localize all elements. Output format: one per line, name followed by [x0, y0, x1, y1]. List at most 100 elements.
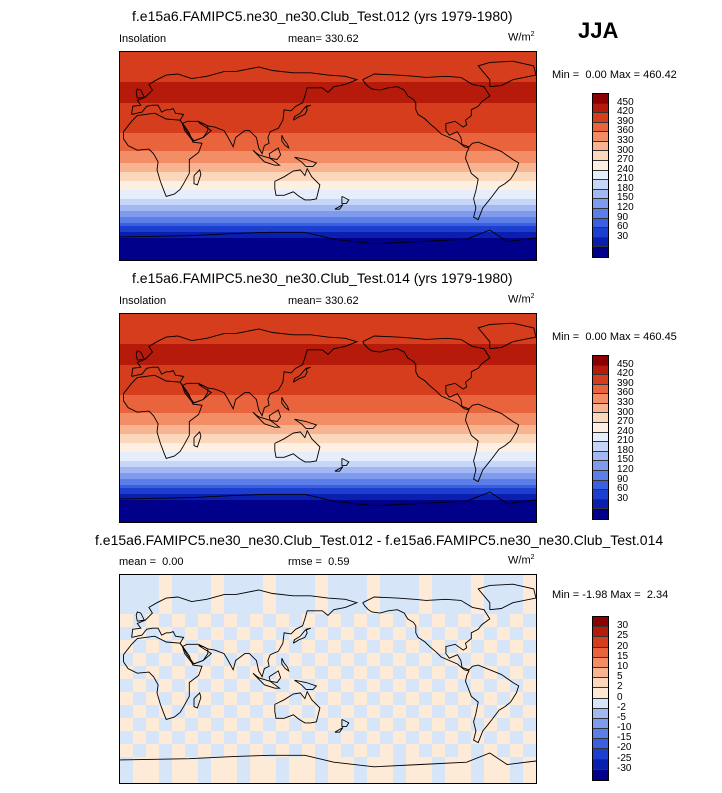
- insolation-band: [120, 416, 536, 420]
- diff-cell: [393, 614, 406, 627]
- insolation-band: [120, 350, 536, 354]
- diff-cell: [328, 575, 341, 588]
- diff-cell: [302, 679, 315, 692]
- diff-cell: [237, 770, 250, 783]
- insolation-band: [120, 142, 536, 146]
- panel-3-min-max: Min = -1.98 Max = 2.34: [552, 589, 669, 601]
- diff-cell: [172, 731, 185, 744]
- diff-cell: [445, 744, 458, 757]
- insolation-band: [120, 407, 536, 411]
- insolation-band: [120, 217, 536, 221]
- insolation-band: [120, 121, 536, 125]
- panel-2-mean: mean= 330.62: [288, 295, 359, 307]
- insolation-band: [120, 377, 536, 381]
- diff-cell: [341, 640, 354, 653]
- panel-1-min-max: Min = 0.00 Max = 460.42: [552, 69, 677, 81]
- diff-cell: [406, 705, 419, 718]
- diff-cell: [380, 705, 393, 718]
- insolation-band: [120, 52, 536, 56]
- diff-cell: [237, 718, 250, 731]
- diff-cell: [250, 653, 263, 666]
- insolation-band: [120, 491, 536, 495]
- insolation-band: [120, 58, 536, 62]
- panel-2-units: W/m2: [508, 293, 535, 306]
- diff-cell: [276, 757, 289, 770]
- panel-2-title: f.e15a6.FAMIPC5.ne30_ne30.Club_Test.014 …: [132, 270, 513, 286]
- diff-cell: [302, 588, 315, 601]
- insolation-band: [120, 515, 536, 519]
- diff-cell: [523, 718, 536, 731]
- diff-cell: [471, 666, 484, 679]
- insolation-band: [120, 202, 536, 206]
- colorbar-tick-label: 30: [617, 230, 629, 242]
- colorbar-tick-label: 60: [617, 483, 629, 495]
- diff-cell: [120, 575, 133, 588]
- insolation-band: [120, 61, 536, 65]
- diff-cell: [432, 588, 445, 601]
- insolation-band: [120, 115, 536, 119]
- colorbar-tick-label: -20: [617, 742, 632, 754]
- insolation-band: [120, 229, 536, 233]
- diff-cell: [510, 601, 523, 614]
- colorbar-tick-label: 210: [617, 435, 634, 447]
- diff-cell: [133, 744, 146, 757]
- insolation-band: [120, 362, 536, 366]
- insolation-band: [120, 509, 536, 513]
- insolation-band: [120, 85, 536, 89]
- insolation-band: [120, 136, 536, 140]
- insolation-band: [120, 392, 536, 396]
- insolation-band: [120, 139, 536, 143]
- diff-cell: [211, 692, 224, 705]
- colorbar-tick-label: 30: [617, 620, 629, 632]
- diff-cell: [159, 666, 172, 679]
- diff-cell: [523, 640, 536, 653]
- diff-cell: [432, 731, 445, 744]
- diff-cell: [471, 640, 484, 653]
- diff-cell: [120, 731, 133, 744]
- diff-cell: [120, 627, 133, 640]
- insolation-band: [120, 223, 536, 227]
- diff-cell: [198, 679, 211, 692]
- diff-cell: [315, 770, 328, 783]
- diff-cell: [367, 666, 380, 679]
- coastline: [294, 156, 318, 167]
- coastline: [181, 120, 209, 142]
- diff-cell: [315, 692, 328, 705]
- insolation-band: [120, 169, 536, 173]
- diff-cell: [224, 731, 237, 744]
- insolation-band: [120, 482, 536, 486]
- insolation-band: [120, 512, 536, 516]
- diff-cell: [263, 718, 276, 731]
- diff-cell: [497, 588, 510, 601]
- insolation-band: [120, 446, 536, 450]
- insolation-band: [120, 473, 536, 477]
- insolation-band: [120, 404, 536, 408]
- coastline: [281, 396, 290, 411]
- coastline: [252, 411, 281, 428]
- insolation-band: [120, 452, 536, 456]
- diff-cell: [263, 640, 276, 653]
- panel-2-min-max: Min = 0.00 Max = 460.45: [552, 331, 677, 343]
- insolation-band: [120, 160, 536, 164]
- panel-2-colorbar: [592, 355, 609, 520]
- colorbar-tick-label: 450: [617, 96, 634, 108]
- diff-cell: [510, 575, 523, 588]
- panel-3-title: f.e15a6.FAMIPC5.ne30_ne30.Club_Test.012 …: [95, 532, 664, 548]
- insolation-band: [120, 97, 536, 101]
- diff-cell: [328, 653, 341, 666]
- colorbar-tick-label: 210: [617, 173, 634, 185]
- colorbar-tick-label: 20: [617, 640, 629, 652]
- diff-cell: [289, 640, 302, 653]
- diff-cell: [250, 627, 263, 640]
- insolation-band: [120, 443, 536, 447]
- colorbar-swatch: [593, 384, 608, 395]
- diff-cell: [315, 718, 328, 731]
- diff-cell: [341, 744, 354, 757]
- diff-cell: [393, 692, 406, 705]
- diff-cell: [393, 601, 406, 614]
- insolation-band: [120, 368, 536, 372]
- diff-cell: [354, 770, 367, 783]
- diff-cell: [458, 705, 471, 718]
- diff-cell: [432, 679, 445, 692]
- coastline: [193, 692, 202, 709]
